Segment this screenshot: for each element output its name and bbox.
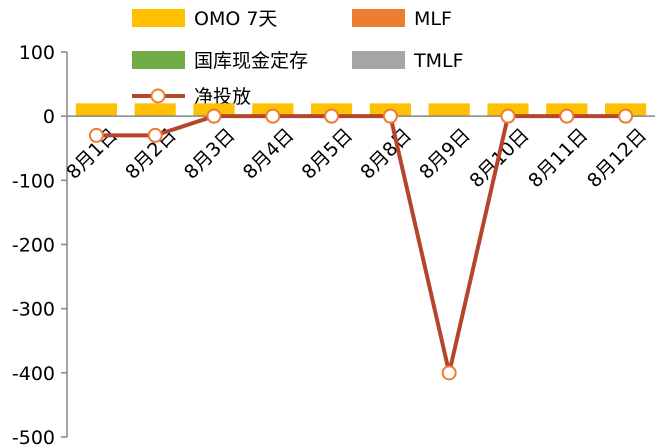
legend-item: 国库现金定存	[132, 50, 308, 72]
line-point	[206, 108, 222, 124]
x-tick-label: 8月8日	[356, 124, 416, 184]
legend-swatch	[132, 51, 185, 69]
line-point	[618, 108, 634, 124]
x-tick-label: 8月12日	[583, 124, 651, 192]
legend-item: TMLF	[352, 50, 464, 72]
line-point	[265, 108, 281, 124]
legend-swatch	[352, 51, 405, 69]
legend-label: 国库现金定存	[194, 50, 308, 72]
y-axis: 100 0 -100 -200 -300 -400 -500	[12, 42, 68, 448]
bar	[75, 103, 117, 117]
x-tick-label: 8月5日	[298, 124, 358, 184]
line-series	[88, 108, 634, 381]
y-tick-label: -500	[12, 427, 55, 448]
legend-label: MLF	[414, 8, 452, 30]
legend-marker	[150, 88, 166, 104]
y-tick-label: -300	[12, 299, 55, 321]
legend-item: OMO 7天	[132, 8, 277, 30]
bar	[428, 103, 470, 117]
x-tick-label: 8月3日	[180, 124, 240, 184]
bar	[134, 103, 176, 117]
line-point	[559, 108, 575, 124]
y-tick-label: 100	[19, 42, 55, 64]
legend-label: TMLF	[413, 50, 464, 72]
line-point	[500, 108, 516, 124]
line-point	[88, 127, 104, 143]
legend-item: MLF	[352, 8, 452, 30]
legend-swatch	[132, 9, 185, 27]
legend-item: 净投放	[132, 86, 251, 108]
x-tick-label: 8月9日	[415, 124, 475, 184]
line-path	[96, 114, 626, 375]
x-tick-label: 8月4日	[239, 124, 299, 184]
legend: OMO 7天 MLF 国库现金定存 TMLF 净投放	[132, 8, 464, 108]
legend-swatch	[352, 9, 405, 27]
legend-label: OMO 7天	[194, 8, 277, 30]
line-point	[147, 127, 163, 143]
x-axis: 8月1日 8月2日 8月3日 8月4日 8月5日 8月8日 8月9日8月10日8月11日8月…	[62, 115, 655, 192]
y-tick-label: 0	[43, 106, 55, 128]
legend-label: 净投放	[194, 86, 251, 108]
y-tick-label: -100	[12, 170, 55, 192]
line-point	[441, 365, 457, 381]
y-tick-label: -400	[12, 363, 55, 385]
y-tick-label: -200	[12, 235, 55, 257]
x-tick-label: 8月11日	[524, 124, 592, 192]
line-point	[324, 108, 340, 124]
line-point	[382, 108, 398, 124]
